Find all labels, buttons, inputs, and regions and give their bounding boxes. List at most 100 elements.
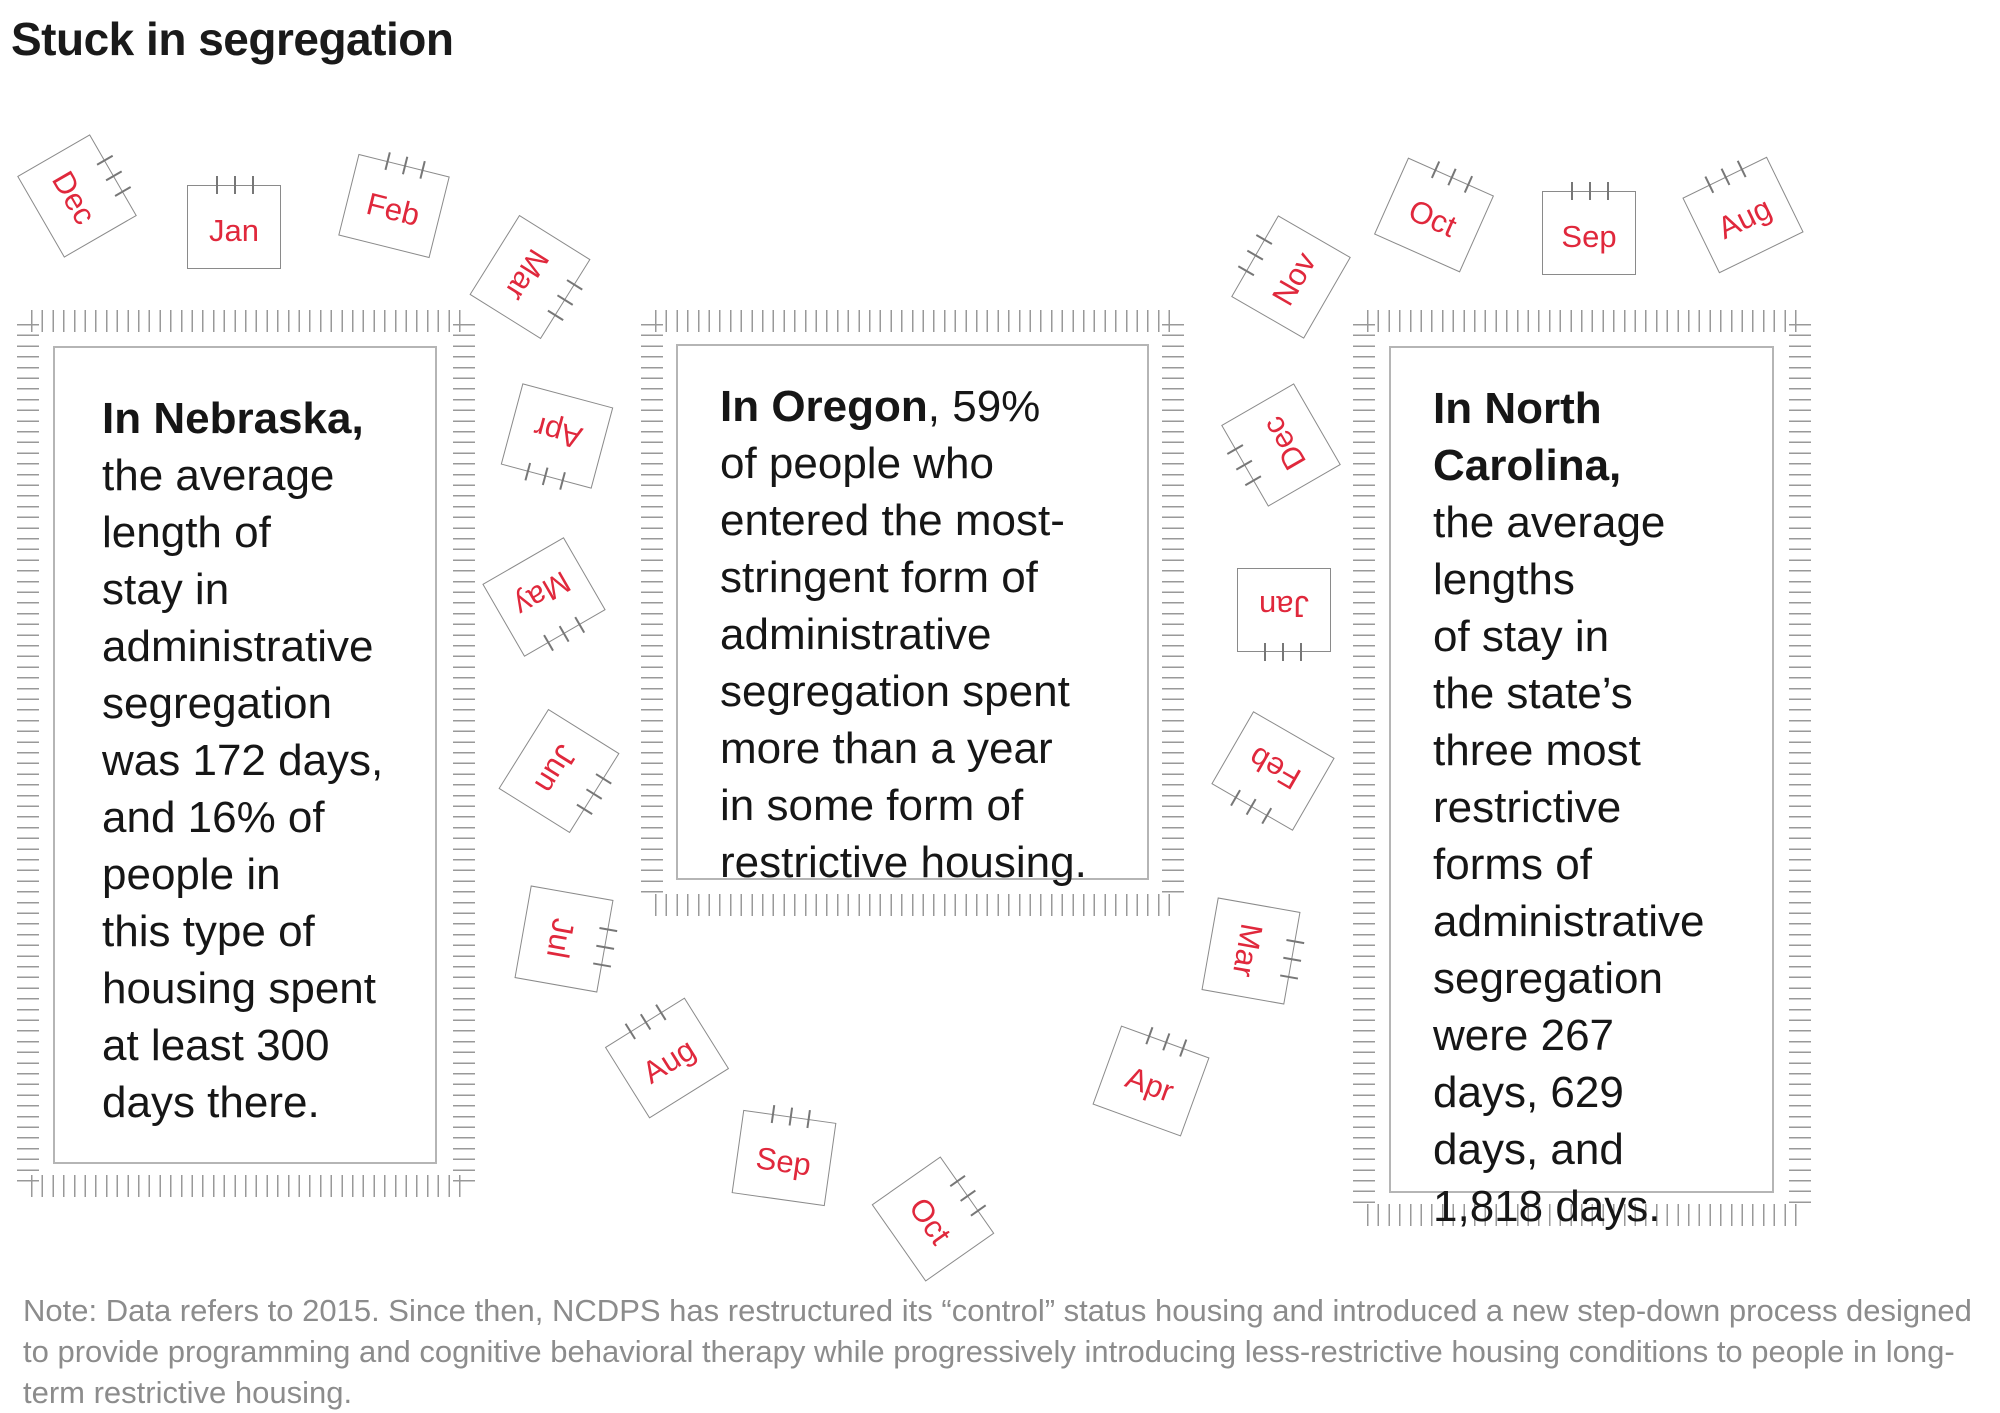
panel-line: the state’s	[1433, 669, 1633, 718]
calendar-month-label: Sep	[753, 1140, 814, 1183]
panel-line: segregation spent	[720, 667, 1070, 716]
footnote: Note: Data refers to 2015. Since then, N…	[23, 1293, 1972, 1410]
tick-border-right	[453, 324, 475, 1183]
calendar-month-label: Oct	[901, 1191, 959, 1251]
calendar-ring-icon	[1236, 460, 1253, 471]
tick-border-top	[655, 310, 1170, 332]
tick-border-top	[31, 310, 461, 332]
calendar-ring-icon	[586, 788, 603, 800]
calendar-month-label: Feb	[362, 185, 424, 233]
calendar-page: Apr	[500, 383, 614, 490]
calendar-ring-icon	[1571, 182, 1573, 200]
calendar-ring-icon	[543, 634, 554, 651]
calendar-page: Aug	[604, 997, 730, 1119]
calendar-page: Jun	[498, 708, 620, 834]
calendar-ring-icon	[1282, 643, 1284, 661]
calendar-ring-icon	[1237, 265, 1255, 277]
calendar-month-label: Feb	[1242, 739, 1307, 797]
calendar-page: Dec	[17, 134, 137, 258]
calendar-ring-icon	[1447, 168, 1457, 186]
panel-line: segregation	[1433, 954, 1663, 1003]
panel-line: In Nebraska,	[102, 390, 383, 447]
calendar-month-label: May	[508, 564, 577, 624]
calendar-page: Apr	[1092, 1025, 1210, 1137]
calendar-month-label: Aug	[636, 1031, 702, 1091]
panel-line: restrictive	[1433, 783, 1622, 832]
calendar-ring-icon	[1430, 161, 1440, 179]
calendar-ring-icon	[1607, 182, 1609, 200]
panel-line: people in	[102, 850, 281, 899]
calendar-ring-icon	[547, 309, 564, 321]
calendar-ring-icon	[576, 803, 593, 815]
calendar-page: Jan	[187, 176, 281, 269]
panel-line: administrative	[1433, 897, 1705, 946]
calendar-ring-icon	[655, 1004, 667, 1021]
calendar-page: May	[482, 537, 606, 657]
panel-line: more than a year	[720, 724, 1053, 773]
calendar-ring-icon	[384, 152, 391, 170]
panel-line: length of	[102, 508, 271, 557]
calendar-month-label: Nov	[1265, 246, 1323, 312]
panel-text: In North Carolina, the average lengths of st…	[1433, 380, 1704, 1235]
calendar-ring-icon	[401, 156, 408, 175]
panel-line: entered the most-	[720, 496, 1065, 545]
panel-line: stringent form of	[720, 553, 1038, 602]
panel-line: and 16% of	[102, 793, 325, 842]
calendar-ring-icon	[1230, 789, 1241, 807]
panel-line: forms of	[1433, 840, 1592, 889]
calendar-ring-icon	[252, 176, 254, 194]
calendar-ring-icon	[949, 1175, 966, 1187]
panel-line: were 267	[1433, 1011, 1615, 1060]
calendar-page: Oct	[1373, 157, 1495, 273]
calendar-ring-icon	[542, 467, 549, 486]
calendar-ring-icon	[557, 294, 574, 306]
calendar-ring-icon	[1280, 974, 1299, 980]
tick-border-top	[1367, 310, 1797, 332]
calendar-ring-icon	[624, 1023, 636, 1040]
calendar-ring-icon	[216, 176, 218, 194]
calendar-month-label: Sep	[1561, 219, 1617, 254]
panel-line: of people who	[720, 439, 994, 488]
calendar-ring-icon	[1255, 234, 1273, 245]
tick-border-right	[1162, 324, 1184, 902]
calendar-ring-icon	[1463, 175, 1473, 193]
calendar-month-label: Mar	[498, 243, 557, 308]
calendar-ring-icon	[806, 1110, 811, 1129]
calendar-ring-icon	[566, 279, 583, 291]
calendar-month-label: Apr	[1121, 1059, 1179, 1109]
calendar-page: Jul	[514, 885, 618, 993]
panel-line: days, and	[1433, 1125, 1624, 1174]
calendar-page: Mar	[1201, 897, 1305, 1005]
calendar-ring-icon	[559, 472, 566, 490]
panel-line: stay in	[102, 565, 230, 614]
panel-line: at least 300	[102, 1021, 330, 1070]
panel-line: In North	[1433, 380, 1704, 437]
panel-lead: In Oregon	[720, 382, 928, 431]
calendar-month-label: Oct	[1403, 192, 1462, 244]
stat-panel	[53, 346, 437, 1164]
calendar-month-label: Jan	[1259, 589, 1309, 624]
calendar-ring-icon	[114, 186, 131, 197]
calendar-page: Nov	[1231, 215, 1351, 339]
panel-lead: In North	[1433, 384, 1602, 433]
panel-lead: Carolina,	[1433, 441, 1622, 490]
calendar-month-label: Aug	[1712, 190, 1777, 246]
calendar-ring-icon	[770, 1104, 775, 1124]
calendar-ring-icon	[595, 773, 612, 785]
tick-border-left	[17, 324, 39, 1183]
calendar-page: Dec	[1221, 383, 1341, 507]
calendar-month-label: Dec	[1255, 410, 1313, 476]
panel-line: was 172 days,	[102, 736, 384, 785]
calendar-ring-icon	[1736, 160, 1747, 178]
calendar-ring-icon	[639, 1013, 651, 1031]
tick-border-left	[1353, 324, 1375, 1212]
calendar-month-label: Jan	[209, 213, 259, 248]
panel-line: days, 629	[1433, 1068, 1624, 1117]
panel-line: the average	[102, 451, 335, 500]
panel-text: In Nebraska, the average length of stay in a…	[102, 390, 383, 1131]
calendar-page: Mar	[469, 214, 591, 340]
calendar-ring-icon	[1720, 168, 1730, 186]
tick-border-bottom	[1367, 1204, 1797, 1226]
calendar-ring-icon	[559, 625, 570, 642]
panel-line: In Oregon, 59%	[720, 382, 1041, 431]
